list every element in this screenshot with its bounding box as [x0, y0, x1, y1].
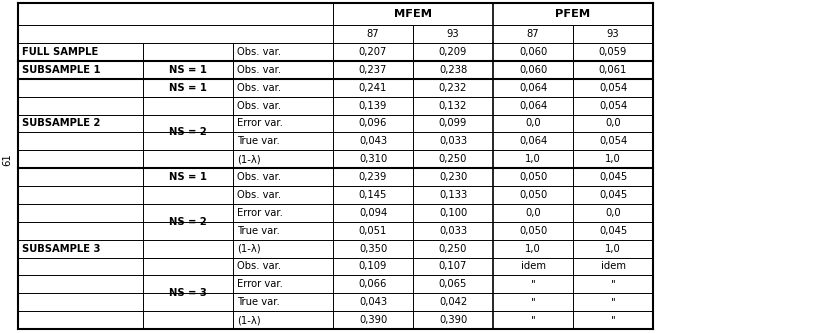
- Text: NS = 2: NS = 2: [169, 217, 207, 227]
- Text: 0,061: 0,061: [599, 65, 628, 75]
- Text: 0,096: 0,096: [359, 119, 387, 129]
- Text: (1-λ): (1-λ): [237, 243, 260, 253]
- Text: True var.: True var.: [237, 297, 280, 307]
- Text: 1,0: 1,0: [525, 243, 540, 253]
- Text: 0,050: 0,050: [519, 190, 547, 200]
- Text: Obs. var.: Obs. var.: [237, 172, 281, 182]
- Text: ": ": [531, 279, 536, 289]
- Text: 87: 87: [527, 29, 540, 39]
- Text: 0,350: 0,350: [359, 243, 387, 253]
- Text: ": ": [610, 315, 615, 325]
- Text: Obs. var.: Obs. var.: [237, 261, 281, 271]
- Text: 0,051: 0,051: [359, 226, 387, 236]
- Text: 0,064: 0,064: [519, 101, 547, 111]
- Text: 0,033: 0,033: [439, 136, 467, 146]
- Text: SUBSAMPLE 3: SUBSAMPLE 3: [22, 243, 100, 253]
- Text: 0,099: 0,099: [439, 119, 467, 129]
- Text: SUBSAMPLE 2: SUBSAMPLE 2: [22, 119, 100, 129]
- Text: 61: 61: [2, 154, 12, 166]
- Text: ": ": [610, 279, 615, 289]
- Text: NS = 2: NS = 2: [169, 128, 207, 138]
- Text: 0,045: 0,045: [599, 172, 627, 182]
- Text: 0,232: 0,232: [439, 83, 467, 93]
- Text: idem: idem: [601, 261, 625, 271]
- Text: 0,054: 0,054: [599, 83, 627, 93]
- Text: 0,050: 0,050: [519, 226, 547, 236]
- Text: 0,390: 0,390: [359, 315, 387, 325]
- Text: 0,0: 0,0: [525, 208, 540, 218]
- Text: 0,250: 0,250: [439, 243, 467, 253]
- Text: (1-λ): (1-λ): [237, 154, 260, 164]
- Text: MFEM: MFEM: [394, 9, 432, 19]
- Text: ": ": [610, 297, 615, 307]
- Text: 93: 93: [606, 29, 619, 39]
- Text: 0,045: 0,045: [599, 226, 627, 236]
- Text: 0,145: 0,145: [359, 190, 387, 200]
- Text: 93: 93: [447, 29, 459, 39]
- Text: 0,045: 0,045: [599, 190, 627, 200]
- Text: 0,0: 0,0: [605, 119, 621, 129]
- Text: Error var.: Error var.: [237, 279, 283, 289]
- Text: 1,0: 1,0: [605, 154, 621, 164]
- Text: True var.: True var.: [237, 226, 280, 236]
- Text: NS = 3: NS = 3: [169, 288, 207, 298]
- Text: 0,050: 0,050: [519, 172, 547, 182]
- Text: NS = 1: NS = 1: [169, 172, 207, 182]
- Text: Error var.: Error var.: [237, 119, 283, 129]
- Text: 0,060: 0,060: [519, 65, 547, 75]
- Text: 0,132: 0,132: [439, 101, 467, 111]
- Text: 0,241: 0,241: [359, 83, 387, 93]
- Text: PFEM: PFEM: [555, 9, 591, 19]
- Text: 87: 87: [366, 29, 379, 39]
- Text: 0,107: 0,107: [439, 261, 467, 271]
- Text: Obs. var.: Obs. var.: [237, 83, 281, 93]
- Text: 0,100: 0,100: [439, 208, 467, 218]
- Text: 0,390: 0,390: [439, 315, 467, 325]
- Text: idem: idem: [520, 261, 545, 271]
- Text: 0,060: 0,060: [519, 47, 547, 57]
- Text: 0,065: 0,065: [439, 279, 467, 289]
- Text: (1-λ): (1-λ): [237, 315, 260, 325]
- Text: 0,0: 0,0: [605, 208, 621, 218]
- Text: 0,250: 0,250: [439, 154, 467, 164]
- Text: Obs. var.: Obs. var.: [237, 47, 281, 57]
- Text: 0,139: 0,139: [359, 101, 387, 111]
- Text: 0,239: 0,239: [359, 172, 387, 182]
- Text: NS = 1: NS = 1: [169, 65, 207, 75]
- Text: 0,133: 0,133: [439, 190, 467, 200]
- Text: NS = 1: NS = 1: [169, 83, 207, 93]
- Text: 0,064: 0,064: [519, 136, 547, 146]
- Text: FULL SAMPLE: FULL SAMPLE: [22, 47, 98, 57]
- Text: Obs. var.: Obs. var.: [237, 101, 281, 111]
- Text: 0,066: 0,066: [359, 279, 387, 289]
- Text: 1,0: 1,0: [605, 243, 621, 253]
- Text: 0,033: 0,033: [439, 226, 467, 236]
- Text: 0,042: 0,042: [439, 297, 467, 307]
- Text: 1,0: 1,0: [525, 154, 540, 164]
- Text: 0,059: 0,059: [599, 47, 628, 57]
- Text: 0,109: 0,109: [359, 261, 387, 271]
- Text: ": ": [531, 297, 536, 307]
- Text: 0,043: 0,043: [359, 136, 387, 146]
- Text: 0,043: 0,043: [359, 297, 387, 307]
- Text: 0,064: 0,064: [519, 83, 547, 93]
- Text: 0,094: 0,094: [359, 208, 387, 218]
- Text: Obs. var.: Obs. var.: [237, 190, 281, 200]
- Text: 0,238: 0,238: [439, 65, 467, 75]
- Text: 0,310: 0,310: [359, 154, 387, 164]
- Text: 0,207: 0,207: [359, 47, 387, 57]
- Text: Error var.: Error var.: [237, 208, 283, 218]
- Text: 0,230: 0,230: [439, 172, 467, 182]
- Text: ": ": [531, 315, 536, 325]
- Text: 0,054: 0,054: [599, 101, 627, 111]
- Text: 0,0: 0,0: [525, 119, 540, 129]
- Text: SUBSAMPLE 1: SUBSAMPLE 1: [22, 65, 101, 75]
- Text: 0,209: 0,209: [439, 47, 467, 57]
- Text: 0,054: 0,054: [599, 136, 627, 146]
- Text: 0,237: 0,237: [359, 65, 387, 75]
- Text: Obs. var.: Obs. var.: [237, 65, 281, 75]
- Text: True var.: True var.: [237, 136, 280, 146]
